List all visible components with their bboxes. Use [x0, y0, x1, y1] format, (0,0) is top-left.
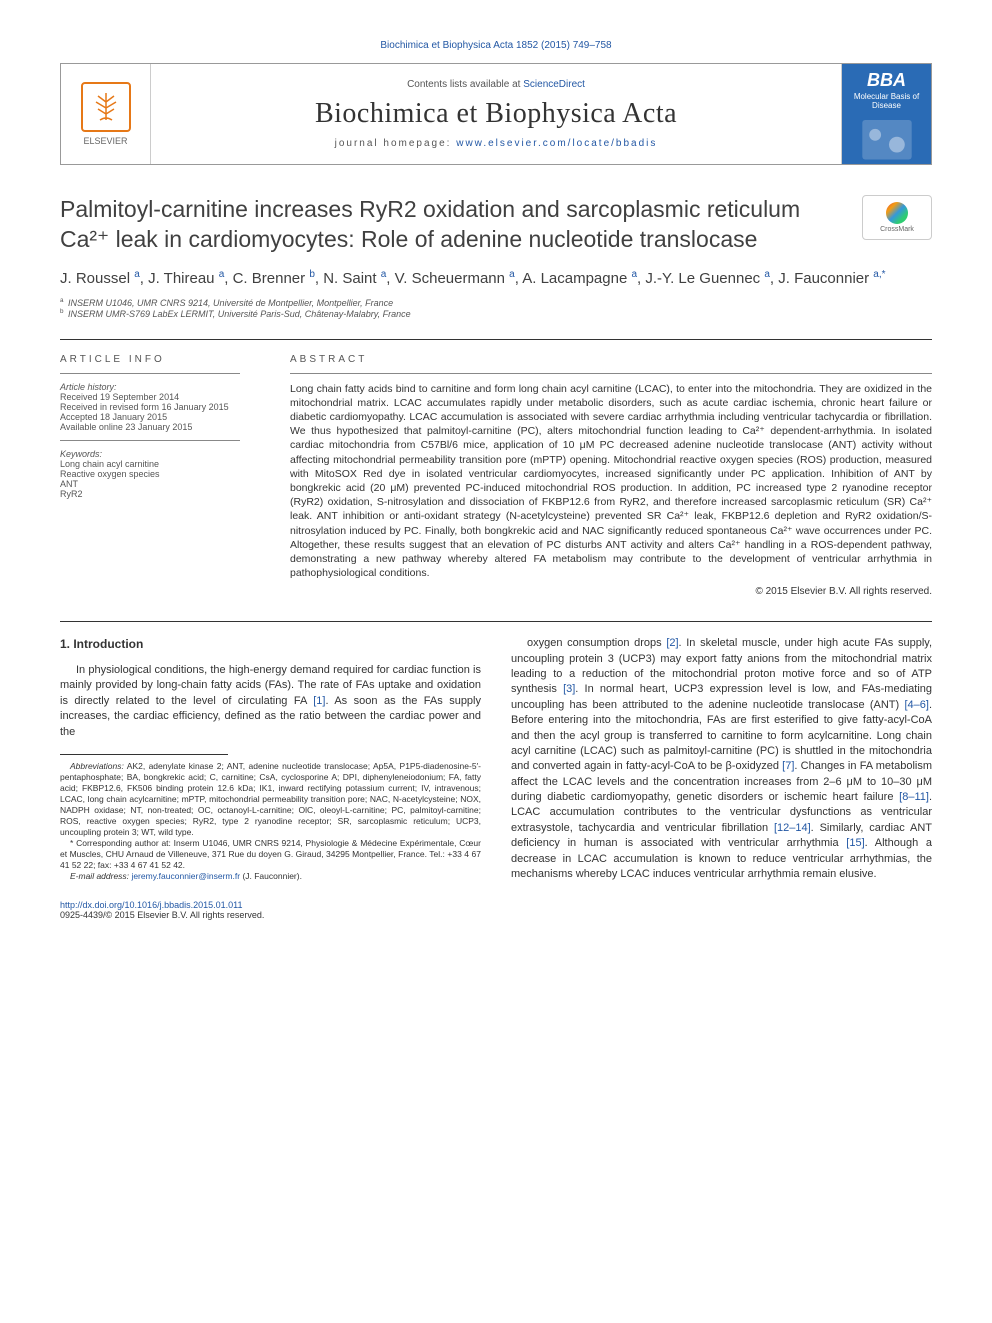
affiliation-line: b INSERM UMR-S769 LabEx LERMIT, Universi… [60, 308, 932, 319]
doi-link[interactable]: http://dx.doi.org/10.1016/j.bbadis.2015.… [60, 900, 242, 910]
corresponding-footnote: * Corresponding author at: Inserm U1046,… [60, 838, 481, 871]
page-footer: http://dx.doi.org/10.1016/j.bbadis.2015.… [60, 900, 932, 920]
affiliations: a INSERM U1046, UMR CNRS 9214, Universit… [60, 297, 932, 319]
keyword-line: ANT [60, 479, 260, 489]
email-footnote: E-mail address: jeremy.fauconnier@inserm… [60, 871, 481, 882]
elsevier-tree-icon [81, 82, 131, 132]
homepage-prefix: journal homepage: [335, 138, 457, 149]
email-link[interactable]: jeremy.fauconnier@inserm.fr [131, 871, 240, 881]
elsevier-label: ELSEVIER [83, 136, 127, 146]
history-label: Article history: [60, 382, 260, 392]
email-label: E-mail address: [70, 871, 129, 881]
bba-subtitle: Molecular Basis of Disease [842, 93, 931, 111]
affiliation-line: a INSERM U1046, UMR CNRS 9214, Universit… [60, 297, 932, 308]
intro-heading: 1. Introduction [60, 636, 481, 653]
info-divider-2 [60, 440, 240, 441]
contents-line: Contents lists available at ScienceDirec… [159, 79, 833, 90]
column-left: 1. Introduction In physiological conditi… [60, 636, 481, 882]
history-line: Accepted 18 January 2015 [60, 412, 260, 422]
column-right: oxygen consumption drops [2]. In skeleta… [511, 636, 932, 882]
abbreviations-footnote: Abbreviations: AK2, adenylate kinase 2; … [60, 761, 481, 838]
divider-top [60, 339, 932, 340]
abstract-heading: ABSTRACT [290, 354, 932, 365]
abstract-copyright: © 2015 Elsevier B.V. All rights reserved… [290, 586, 932, 597]
abstract-text: Long chain fatty acids bind to carnitine… [290, 382, 932, 580]
keyword-line: RyR2 [60, 489, 260, 499]
keywords-label: Keywords: [60, 449, 260, 459]
title-row: Palmitoyl-carnitine increases RyR2 oxida… [60, 195, 932, 255]
body-columns: 1. Introduction In physiological conditi… [60, 636, 932, 882]
info-divider-1 [60, 373, 240, 374]
authors: J. Roussel a, J. Thireau a, C. Brenner b… [60, 269, 932, 287]
journal-header: ELSEVIER Contents lists available at Sci… [60, 63, 932, 165]
abbrev-label: Abbreviations: [70, 761, 124, 771]
sciencedirect-link[interactable]: ScienceDirect [523, 79, 585, 90]
header-center: Contents lists available at ScienceDirec… [151, 71, 841, 157]
corr-text: Corresponding author at: Inserm U1046, U… [60, 838, 481, 870]
history-line: Received 19 September 2014 [60, 392, 260, 402]
homepage-line: journal homepage: www.elsevier.com/locat… [159, 138, 833, 149]
footer-copyright: 0925-4439/© 2015 Elsevier B.V. All right… [60, 910, 932, 920]
bba-label: BBA [867, 70, 906, 91]
history-line: Available online 23 January 2015 [60, 422, 260, 432]
intro-para-1: In physiological conditions, the high-en… [60, 663, 481, 740]
abstract-column: ABSTRACT Long chain fatty acids bind to … [290, 354, 932, 597]
contents-prefix: Contents lists available at [407, 79, 523, 90]
bba-cover-thumb: BBA Molecular Basis of Disease [841, 64, 931, 164]
homepage-link[interactable]: www.elsevier.com/locate/bbadis [456, 138, 657, 149]
abstract-divider [290, 373, 932, 374]
corr-marker: * [70, 838, 73, 848]
article-info-heading: ARTICLE INFO [60, 354, 260, 365]
article-title: Palmitoyl-carnitine increases RyR2 oxida… [60, 195, 842, 255]
info-abstract-row: ARTICLE INFO Article history: Received 1… [60, 354, 932, 597]
abbrev-text: AK2, adenylate kinase 2; ANT, adenine nu… [60, 761, 481, 837]
article-info: ARTICLE INFO Article history: Received 1… [60, 354, 260, 597]
keyword-line: Reactive oxygen species [60, 469, 260, 479]
divider-bottom [60, 621, 932, 622]
crossmark-label: CrossMark [880, 226, 914, 233]
email-suffix: (J. Fauconnier). [242, 871, 302, 881]
footnote-divider [60, 754, 228, 755]
keyword-line: Long chain acyl carnitine [60, 459, 260, 469]
elsevier-logo: ELSEVIER [61, 64, 151, 164]
crossmark-icon [886, 202, 908, 224]
crossmark-badge[interactable]: CrossMark [862, 195, 932, 240]
intro-para-2: oxygen consumption drops [2]. In skeleta… [511, 636, 932, 882]
history-line: Received in revised form 16 January 2015 [60, 402, 260, 412]
top-citation: Biochimica et Biophysica Acta 1852 (2015… [60, 40, 932, 51]
journal-name: Biochimica et Biophysica Acta [159, 98, 833, 130]
